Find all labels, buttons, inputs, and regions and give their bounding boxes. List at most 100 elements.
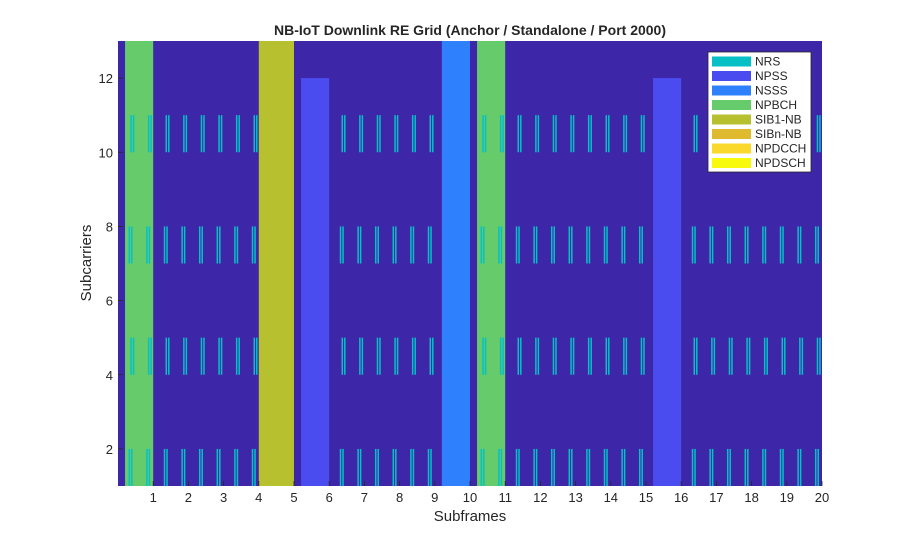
nrs-mark <box>797 226 799 264</box>
nrs-mark <box>150 337 152 375</box>
nrs-mark <box>339 226 342 264</box>
x-tick-label: 17 <box>709 490 723 505</box>
nrs-mark <box>234 226 236 264</box>
nrs-mark <box>640 337 643 375</box>
nrs-mark <box>392 448 395 486</box>
nrs-mark <box>535 226 538 264</box>
nrs-mark <box>432 337 434 375</box>
y-tick-label: 4 <box>106 368 113 383</box>
plot-area <box>118 41 822 486</box>
nrs-mark <box>694 448 696 486</box>
legend-label-sib1-nb: SIB1-NB <box>755 113 802 127</box>
nrs-mark <box>570 337 572 375</box>
legend-label-npdcch: NPDCCH <box>755 142 806 156</box>
nrs-mark <box>709 448 711 486</box>
nrs-mark <box>200 337 203 375</box>
nrs-mark <box>748 337 751 375</box>
nrs-mark <box>410 226 412 264</box>
nrs-mark <box>168 337 170 375</box>
nrs-mark <box>499 115 502 153</box>
nrs-mark <box>819 115 821 153</box>
x-tick-label: 2 <box>185 490 192 505</box>
x-axis: 1 2 3 4 5 6 7 8 9 10 11 12 13 14 15 16 17 18 19 20 <box>150 481 829 505</box>
legend-swatch-npbch <box>712 100 751 110</box>
nrs-mark <box>480 448 483 486</box>
nrs-mark <box>502 115 504 153</box>
nrs-mark <box>412 226 415 264</box>
nrs-mark <box>411 115 414 153</box>
nrs-mark <box>799 226 802 264</box>
nrs-mark <box>553 226 555 264</box>
nrs-mark <box>148 226 151 264</box>
nrs-mark <box>219 226 221 264</box>
nrs-mark <box>797 448 799 486</box>
nrs-mark <box>537 115 540 153</box>
nrs-mark <box>235 337 238 375</box>
nrs-mark <box>200 115 203 153</box>
nrs-mark <box>605 337 608 375</box>
nrs-mark <box>603 448 606 486</box>
nrs-mark <box>729 448 731 486</box>
x-tick-label: 12 <box>533 490 547 505</box>
nrs-mark <box>359 337 361 375</box>
nrs-mark <box>711 226 714 264</box>
nrs-mark <box>621 448 623 486</box>
nrs-mark <box>816 115 819 153</box>
nrs-mark <box>817 448 819 486</box>
nrs-mark <box>533 448 535 486</box>
nrs-mark <box>376 115 379 153</box>
nrs-mark <box>586 226 588 264</box>
nrs-mark <box>801 337 804 375</box>
nrs-mark <box>379 115 381 153</box>
nrs-mark <box>235 115 238 153</box>
nrs-mark <box>711 448 714 486</box>
nrs-mark <box>555 337 557 375</box>
nrs-mark <box>357 448 359 486</box>
nrs-mark <box>640 115 643 153</box>
nrs-mark <box>427 448 430 486</box>
nrs-mark <box>254 448 256 486</box>
x-tick-label: 4 <box>255 490 262 505</box>
nrs-mark <box>236 448 239 486</box>
x-tick-label: 8 <box>396 490 403 505</box>
nrs-mark <box>201 226 203 264</box>
nrs-mark <box>150 115 152 153</box>
nrs-mark <box>568 448 571 486</box>
nrs-mark <box>779 448 782 486</box>
nrs-mark <box>185 115 188 153</box>
nrs-mark <box>480 226 483 264</box>
nrs-mark <box>571 226 573 264</box>
nrs-mark <box>376 337 379 375</box>
nrs-mark <box>799 337 801 375</box>
nrs-mark <box>603 226 606 264</box>
nrs-mark <box>410 448 412 486</box>
nrs-mark <box>605 115 608 153</box>
nrs-mark <box>623 226 626 264</box>
nrs-mark <box>641 226 643 264</box>
nrs-mark <box>251 448 254 486</box>
nrs-mark <box>606 448 608 486</box>
legend-label-npbch: NPBCH <box>755 98 797 112</box>
nrs-mark <box>181 226 183 264</box>
nrs-mark <box>483 448 485 486</box>
nrs-mark <box>429 337 432 375</box>
nrs-mark <box>128 226 131 264</box>
x-tick-label: 11 <box>498 490 512 505</box>
nrs-mark <box>535 448 538 486</box>
nrs-mark <box>623 337 625 375</box>
nrs-mark <box>550 448 553 486</box>
nrs-mark <box>555 115 557 153</box>
legend-swatch-nrs <box>712 56 751 67</box>
nrs-mark <box>535 115 537 153</box>
nrs-mark <box>234 448 236 486</box>
nrs-mark <box>256 337 258 375</box>
nrs-mark <box>711 337 713 375</box>
nrs-mark <box>484 337 487 375</box>
nrs-mark <box>502 337 504 375</box>
nrs-mark <box>568 226 571 264</box>
nrs-mark <box>482 115 484 153</box>
nrs-mark <box>713 337 716 375</box>
nrs-mark <box>147 115 150 153</box>
nrs-mark <box>515 448 518 486</box>
legend-label-npdsch: NPDSCH <box>755 156 806 170</box>
